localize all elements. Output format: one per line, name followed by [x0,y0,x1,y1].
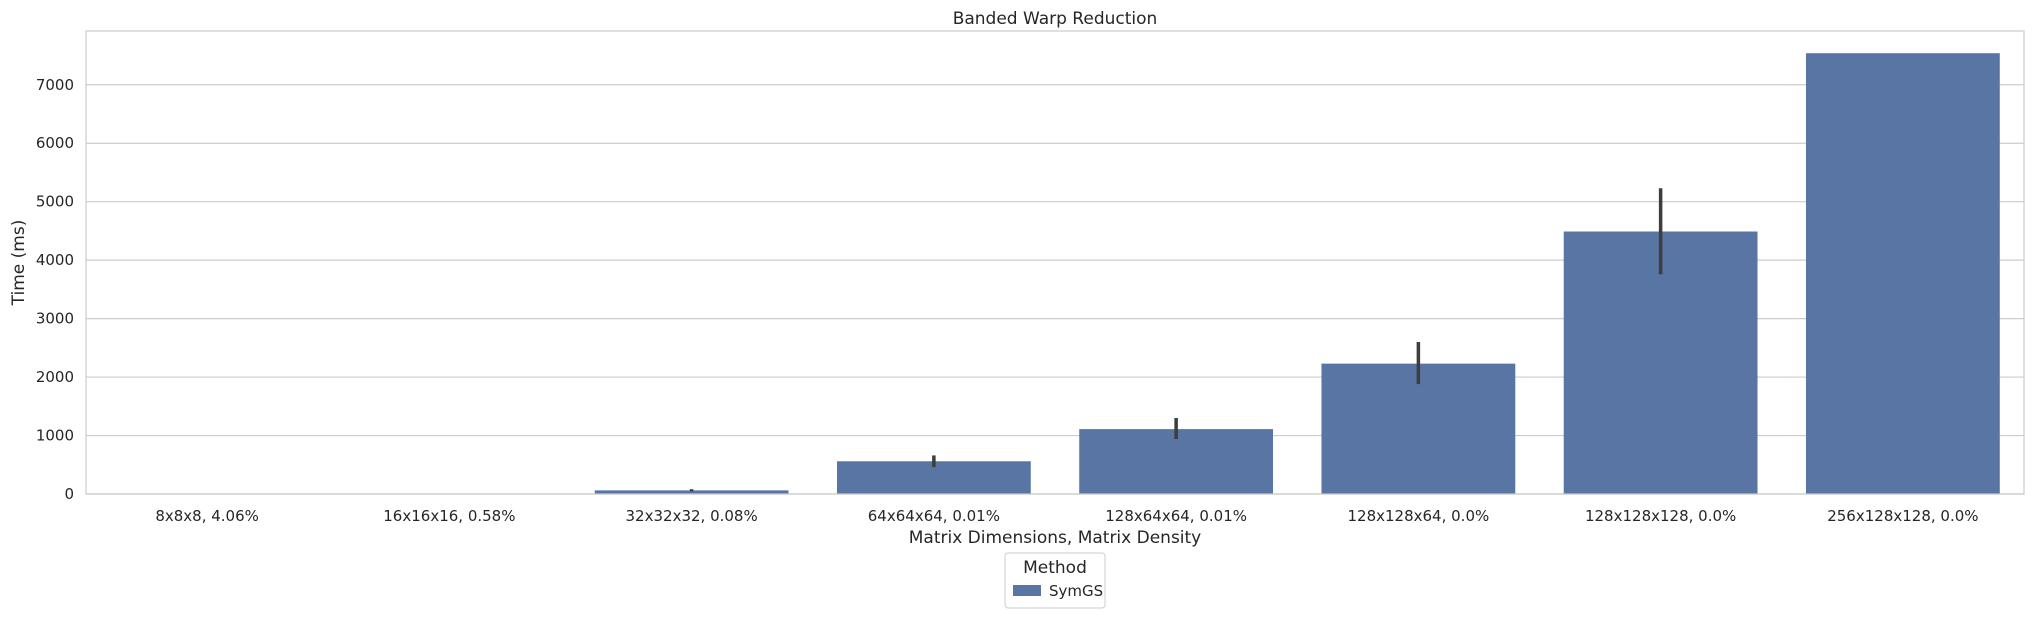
x-tick-labels: 8x8x8, 4.06% 16x16x16, 0.58% 32x32x32, 0.0… [155,507,1978,525]
legend-label: SymGS [1049,582,1103,600]
y-tick-label: 2000 [36,368,74,386]
x-tick-label: 128x64x64, 0.01% [1105,507,1247,525]
bars [110,53,2000,494]
x-tick-label: 64x64x64, 0.01% [868,507,1000,525]
y-tick-label: 5000 [36,193,74,211]
y-tick-label: 7000 [36,76,74,94]
bar [1806,53,2000,494]
x-tick-label: 128x128x64, 0.0% [1348,507,1490,525]
x-tick-label: 8x8x8, 4.06% [155,507,259,525]
y-tick-labels: 0 1000 2000 3000 4000 5000 6000 7000 [36,76,74,503]
y-axis-title: Time (ms) [9,220,29,307]
legend: Method SymGS [1005,553,1105,608]
y-tick-label: 4000 [36,251,74,269]
x-axis-title: Matrix Dimensions, Matrix Density [909,528,1202,548]
y-tick-label: 0 [64,485,74,503]
y-tick-label: 6000 [36,134,74,152]
y-tick-label: 3000 [36,310,74,328]
chart-title: Banded Warp Reduction [953,9,1158,29]
x-tick-label: 32x32x32, 0.08% [626,507,758,525]
x-tick-label: 128x128x128, 0.0% [1585,507,1736,525]
x-tick-label: 16x16x16, 0.58% [383,507,515,525]
legend-swatch [1013,585,1041,596]
x-tick-label: 256x128x128, 0.0% [1827,507,1978,525]
legend-title: Method [1023,558,1087,578]
y-tick-label: 1000 [36,427,74,445]
